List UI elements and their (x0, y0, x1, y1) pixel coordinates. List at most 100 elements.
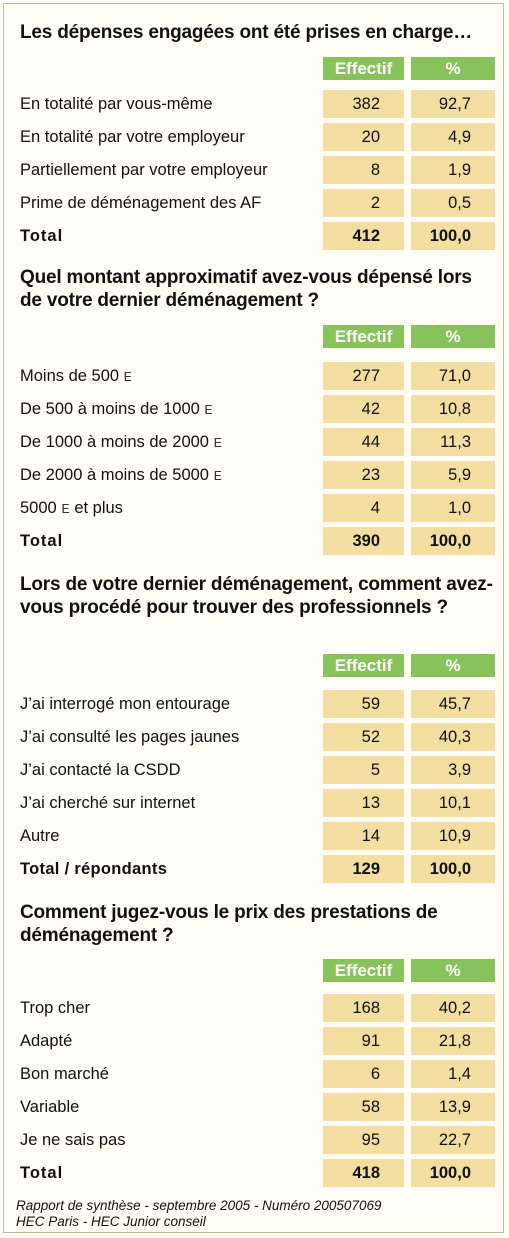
survey-panel: Les dépenses engagées ont été prises en … (3, 3, 504, 1233)
table-row: Trop cher 168 40,2 (4, 994, 505, 1022)
row-percent: 5,9 (411, 461, 495, 489)
question-title: Lors de votre dernier déménagement, comm… (20, 574, 493, 618)
euro-symbol: E (123, 370, 133, 386)
table-row: Je ne sais pas 95 22,7 (4, 1126, 505, 1154)
row-percent: 22,7 (411, 1126, 495, 1154)
total-label: Total / répondants (20, 860, 168, 878)
row-label: J’ai interrogé mon entourage (20, 695, 231, 713)
row-label: 5000 E et plus (20, 499, 123, 518)
table-row: En totalité par votre employeur 20 4,9 (4, 123, 505, 151)
euro-symbol: E (213, 436, 222, 452)
row-label: De 500 à moins de 1000 E (20, 400, 213, 419)
footer-line-1: Rapport de synthèse - septembre 2005 - N… (16, 1198, 382, 1213)
row-percent: 1,4 (411, 1060, 495, 1088)
header-percent: % (411, 325, 495, 348)
total-label: Total (20, 532, 64, 550)
row-label: J’ai cherché sur internet (20, 794, 196, 812)
table-row: Autre 14 10,9 (4, 822, 505, 850)
total-percent: 100,0 (411, 222, 495, 250)
row-effectif: 382 (323, 90, 404, 118)
row-effectif: 168 (323, 994, 404, 1022)
row-percent: 10,9 (411, 822, 495, 850)
total-label: Total (20, 227, 64, 245)
footer-line-2: HEC Paris - HEC Junior conseil (16, 1214, 206, 1229)
row-effectif: 59 (323, 690, 404, 718)
row-percent: 1,0 (411, 494, 495, 522)
row-effectif: 6 (323, 1060, 404, 1088)
row-label: En totalité par votre employeur (20, 128, 245, 146)
question-title: Quel montant approximatif avez-vous dépe… (20, 267, 472, 311)
row-label: En totalité par vous-même (20, 95, 213, 113)
row-label: Autre (20, 827, 60, 845)
table-row: De 1000 à moins de 2000 E 44 11,3 (4, 428, 505, 456)
table-row: J’ai cherché sur internet 13 10,1 (4, 789, 505, 817)
total-effectif: 412 (323, 222, 404, 250)
row-percent: 40,2 (411, 994, 495, 1022)
row-percent: 71,0 (411, 362, 495, 390)
row-effectif: 42 (323, 395, 404, 423)
row-label: Moins de 500 E (20, 367, 133, 386)
row-percent: 92,7 (411, 90, 495, 118)
row-label: De 2000 à moins de 5000 E (20, 466, 222, 485)
row-percent: 3,9 (411, 756, 495, 784)
table-row: De 2000 à moins de 5000 E 23 5,9 (4, 461, 505, 489)
total-percent: 100,0 (411, 1159, 495, 1187)
table-row: 5000 E et plus 4 1,0 (4, 494, 505, 522)
row-label: Je ne sais pas (20, 1131, 126, 1149)
total-row: Total 418 100,0 (4, 1159, 505, 1187)
row-percent: 0,5 (411, 189, 495, 217)
row-label: Prime de déménagement des AF (20, 194, 262, 212)
row-percent: 21,8 (411, 1027, 495, 1055)
euro-symbol: E (61, 502, 70, 518)
table-row: De 500 à moins de 1000 E 42 10,8 (4, 395, 505, 423)
total-row: Total 390 100,0 (4, 527, 505, 555)
row-percent: 45,7 (411, 690, 495, 718)
euro-symbol: E (213, 469, 222, 485)
row-percent: 13,9 (411, 1093, 495, 1121)
row-label: Trop cher (20, 999, 90, 1017)
row-effectif: 91 (323, 1027, 404, 1055)
row-label: De 1000 à moins de 2000 E (20, 433, 222, 452)
table-row: Adapté 91 21,8 (4, 1027, 505, 1055)
total-row: Total / répondants 129 100,0 (4, 855, 505, 883)
table-row: Prime de déménagement des AF 2 0,5 (4, 189, 505, 217)
row-effectif: 2 (323, 189, 404, 217)
row-effectif: 58 (323, 1093, 404, 1121)
header-effectif: Effectif (323, 325, 404, 348)
table-row: J’ai contacté la CSDD 5 3,9 (4, 756, 505, 784)
table-row: J’ai consulté les pages jaunes 52 40,3 (4, 723, 505, 751)
header-percent: % (411, 654, 495, 677)
question-title: Comment jugez-vous le prix des prestatio… (20, 902, 438, 946)
row-percent: 10,1 (411, 789, 495, 817)
row-percent: 10,8 (411, 395, 495, 423)
row-label: J’ai contacté la CSDD (20, 761, 181, 779)
row-effectif: 8 (323, 156, 404, 184)
question-title: Les dépenses engagées ont été prises en … (20, 22, 473, 43)
footer-source: Rapport de synthèse - septembre 2005 - N… (16, 1198, 381, 1230)
table-row: En totalité par vous-même 382 92,7 (4, 90, 505, 118)
row-percent: 4,9 (411, 123, 495, 151)
table-row: Moins de 500 E 277 71,0 (4, 362, 505, 390)
table-row: J’ai interrogé mon entourage 59 45,7 (4, 690, 505, 718)
row-label: Variable (20, 1098, 80, 1116)
row-effectif: 20 (323, 123, 404, 151)
header-percent: % (411, 57, 495, 80)
row-label: Adapté (20, 1032, 73, 1050)
total-percent: 100,0 (411, 527, 495, 555)
row-effectif: 52 (323, 723, 404, 751)
row-label: J’ai consulté les pages jaunes (20, 728, 240, 746)
row-label: Bon marché (20, 1065, 109, 1083)
total-effectif: 418 (323, 1159, 404, 1187)
row-effectif: 95 (323, 1126, 404, 1154)
row-percent: 11,3 (411, 428, 495, 456)
row-effectif: 13 (323, 789, 404, 817)
total-label: Total (20, 1164, 64, 1182)
row-effectif: 5 (323, 756, 404, 784)
row-effectif: 277 (323, 362, 404, 390)
row-percent: 1,9 (411, 156, 495, 184)
row-effectif: 14 (323, 822, 404, 850)
total-effectif: 390 (323, 527, 404, 555)
table-row: Partiellement par votre employeur 8 1,9 (4, 156, 505, 184)
header-effectif: Effectif (323, 57, 404, 80)
header-effectif: Effectif (323, 959, 404, 982)
